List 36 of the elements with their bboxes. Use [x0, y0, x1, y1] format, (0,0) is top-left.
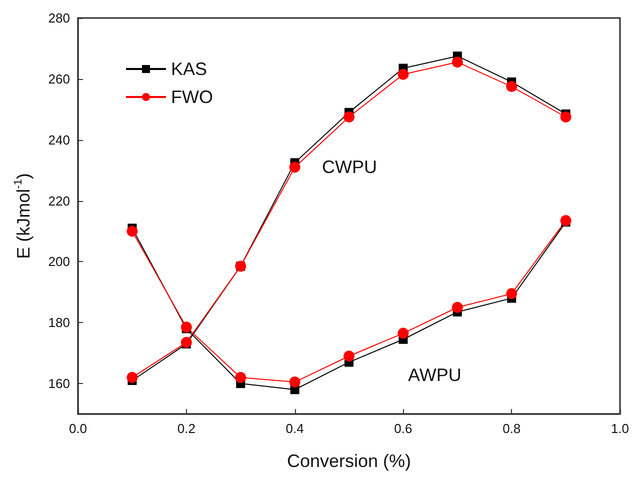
y-tick-label: 240: [48, 132, 70, 148]
y-tick-label: 180: [48, 315, 70, 330]
point: [289, 376, 300, 388]
point: [452, 56, 463, 68]
x-tick-label: 0.2: [177, 421, 196, 436]
x-tick-label: 0.0: [68, 421, 88, 436]
annotation: CWPU: [322, 157, 377, 177]
point: [289, 162, 300, 173]
point: [180, 336, 192, 348]
point: [398, 328, 409, 339]
point: [398, 68, 409, 80]
x-tick-label: 0.8: [502, 421, 521, 436]
y-tick-label: 220: [48, 193, 70, 208]
point: [235, 372, 246, 383]
y-tick-label: 160: [48, 376, 70, 392]
point: [126, 372, 138, 383]
legend-label: FWO: [171, 87, 213, 107]
annotation: AWPU: [408, 365, 462, 385]
y-tick-label: 200: [48, 254, 70, 270]
point: [506, 81, 518, 92]
point: [560, 112, 572, 122]
point: [560, 215, 572, 226]
x-axis-title: Conversion (%): [286, 451, 412, 471]
x-tick-label: 1.0: [610, 421, 630, 436]
y-tick-label: 260: [48, 71, 70, 86]
point: [506, 288, 518, 300]
point: [344, 350, 354, 362]
legend-label: KAS: [171, 59, 208, 79]
x-tick-label: 0.4: [286, 421, 304, 436]
point: [344, 112, 354, 122]
point: [126, 226, 138, 237]
point: [452, 302, 463, 313]
y-axis-title: E (kJmol-1): [12, 173, 34, 259]
y-tick-label: 280: [48, 10, 70, 26]
x-tick-label: 0.6: [394, 421, 412, 436]
point: [180, 322, 192, 333]
